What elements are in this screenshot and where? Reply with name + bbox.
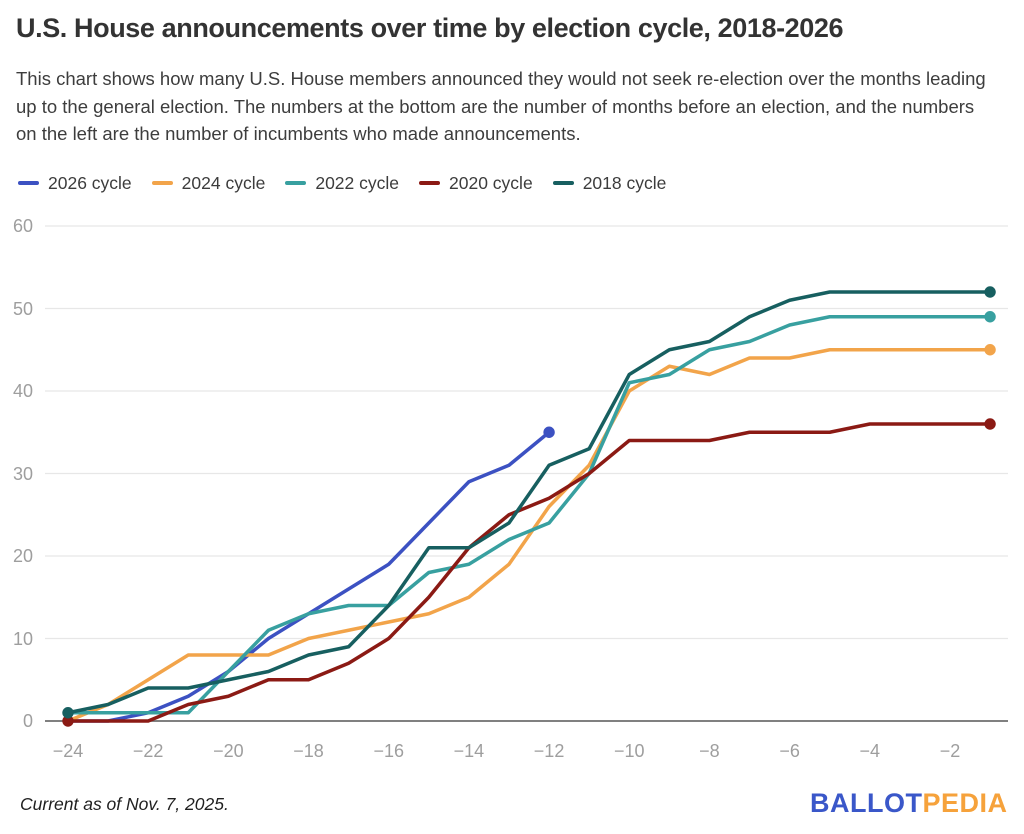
legend-label-2018-cycle: 2018 cycle bbox=[582, 172, 667, 193]
x-tick-label--2: −2 bbox=[939, 741, 961, 761]
legend-item-2026-cycle: 2026 cycle bbox=[18, 173, 132, 194]
legend-item-2020-cycle: 2020 cycle bbox=[419, 173, 533, 194]
y-tick-label-0: 0 bbox=[22, 711, 33, 731]
x-tick-label--4: −4 bbox=[859, 741, 881, 761]
legend-label-2026-cycle: 2026 cycle bbox=[48, 172, 132, 193]
y-tick-label-20: 20 bbox=[12, 546, 33, 566]
series-dot-2022-cycle-month--1 bbox=[984, 311, 996, 323]
series-line-2018-cycle bbox=[66, 290, 992, 715]
x-tick-label--18: −18 bbox=[293, 741, 324, 761]
y-tick-label-50: 50 bbox=[12, 298, 33, 319]
legend-label-2020-cycle: 2020 cycle bbox=[449, 172, 533, 193]
series-dot-2020-cycle-month--1 bbox=[984, 418, 996, 430]
legend-label-2022-cycle: 2022 cycle bbox=[315, 172, 400, 193]
y-tick-label-10: 10 bbox=[12, 628, 33, 649]
legend-item-2018-cycle: 2018 cycle bbox=[552, 172, 667, 194]
legend-swatch-2024-cycle bbox=[151, 180, 173, 186]
logo-text-pedia: PEDIA bbox=[922, 788, 1008, 818]
legend-swatch-2020-cycle bbox=[419, 180, 441, 186]
legend-swatch-2022-cycle bbox=[285, 180, 307, 186]
series-line-2022-cycle bbox=[66, 315, 992, 715]
series-dot-2020-cycle-month--24 bbox=[62, 715, 74, 727]
x-tick-label--6: −6 bbox=[779, 741, 800, 761]
series-dot-2018-cycle-month--1 bbox=[984, 286, 996, 298]
x-tick-label--20: −20 bbox=[213, 741, 244, 761]
legend-label-2024-cycle: 2024 cycle bbox=[181, 172, 266, 193]
series-dot-2024-cycle-month--1 bbox=[984, 344, 996, 356]
legend-swatch-2018-cycle bbox=[552, 180, 574, 186]
y-tick-label-60: 60 bbox=[12, 216, 33, 236]
chart-title: U.S. House announcements over time by el… bbox=[16, 13, 844, 43]
ballotpedia-logo: BALLOTPEDIA bbox=[810, 788, 1008, 819]
y-tick-label-30: 30 bbox=[12, 463, 33, 484]
legend-swatch-2026-cycle bbox=[18, 180, 39, 186]
x-tick-label--16: −16 bbox=[373, 741, 404, 761]
x-tick-label--24: −24 bbox=[52, 741, 84, 761]
x-tick-label--8: −8 bbox=[699, 741, 720, 761]
legend: 2026 cycle 2024 cycle 2022 cycle 2020 cycle… bbox=[18, 170, 686, 196]
y-tick-label-40: 40 bbox=[12, 381, 33, 401]
series-line-2026-cycle bbox=[66, 430, 551, 723]
legend-item-2022-cycle: 2022 cycle bbox=[285, 173, 399, 194]
chart-subtitle: This chart shows how many U.S. House mem… bbox=[16, 68, 986, 144]
x-tick-label--14: −14 bbox=[453, 741, 485, 761]
logo-text-ballot: BALLOT bbox=[810, 788, 923, 818]
series-line-2020-cycle bbox=[66, 422, 992, 723]
series-line-2024-cycle bbox=[66, 348, 992, 723]
current-as-of-note: Current as of Nov. 7, 2025. bbox=[20, 794, 229, 814]
series-dot-2026-cycle-month--12 bbox=[543, 426, 555, 438]
legend-item-2024-cycle: 2024 cycle bbox=[151, 172, 266, 194]
x-tick-label--22: −22 bbox=[132, 741, 164, 761]
x-tick-label--10: −10 bbox=[613, 741, 645, 761]
series-dot-2018-cycle-month--24 bbox=[62, 707, 74, 719]
x-tick-label--12: −12 bbox=[533, 741, 565, 761]
